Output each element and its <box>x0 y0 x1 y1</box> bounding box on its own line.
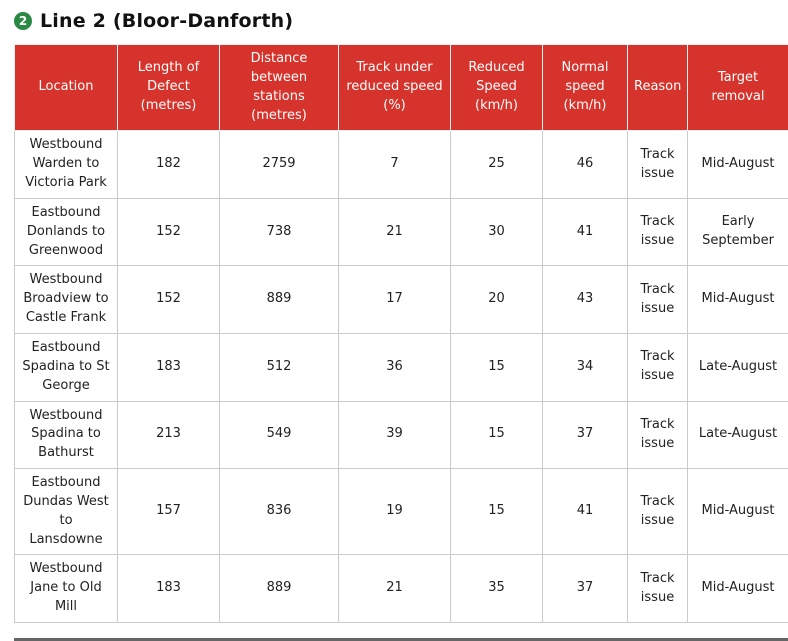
next-section-top-edge <box>14 638 788 641</box>
table-row: Westbound Broadview to Castle Frank 152 … <box>15 266 788 334</box>
cell-location: Eastbound Spadina to St George <box>15 333 118 401</box>
cell-normal-speed: 46 <box>543 131 628 199</box>
cell-reason: Track issue <box>628 266 688 334</box>
header-row: Location Length of Defect (metres) Dista… <box>15 45 788 131</box>
line-number-badge: 2 <box>14 12 32 30</box>
cell-track-under-reduced-speed: 21 <box>339 555 451 623</box>
cell-length-of-defect: 182 <box>118 131 220 199</box>
cell-target-removal: Late-August <box>688 401 788 469</box>
cell-length-of-defect: 152 <box>118 198 220 266</box>
cell-location: Westbound Spadina to Bathurst <box>15 401 118 469</box>
column-header-reduced-speed: Reduced Speed (km/h) <box>451 45 543 131</box>
table-row: Westbound Jane to Old Mill 183 889 21 35… <box>15 555 788 623</box>
cell-reduced-speed: 15 <box>451 401 543 469</box>
cell-reduced-speed: 15 <box>451 333 543 401</box>
cell-target-removal: Mid-August <box>688 266 788 334</box>
cell-location: Westbound Warden to Victoria Park <box>15 131 118 199</box>
cell-reduced-speed: 20 <box>451 266 543 334</box>
cell-target-removal: Mid-August <box>688 555 788 623</box>
cell-track-under-reduced-speed: 21 <box>339 198 451 266</box>
cell-length-of-defect: 183 <box>118 333 220 401</box>
table-row: Westbound Spadina to Bathurst 213 549 39… <box>15 401 788 469</box>
cell-length-of-defect: 183 <box>118 555 220 623</box>
cell-distance-between-stations: 512 <box>220 333 339 401</box>
cell-target-removal: Mid-August <box>688 469 788 555</box>
cell-location: Westbound Broadview to Castle Frank <box>15 266 118 334</box>
cell-normal-speed: 41 <box>543 198 628 266</box>
cell-target-removal: Late-August <box>688 333 788 401</box>
cell-reason: Track issue <box>628 131 688 199</box>
cell-distance-between-stations: 836 <box>220 469 339 555</box>
column-header-target-removal: Target removal <box>688 45 788 131</box>
cell-track-under-reduced-speed: 7 <box>339 131 451 199</box>
cell-location: Eastbound Dundas West to Lansdowne <box>15 469 118 555</box>
table-row: Westbound Warden to Victoria Park 182 27… <box>15 131 788 199</box>
cell-location: Eastbound Donlands to Greenwood <box>15 198 118 266</box>
cell-reason: Track issue <box>628 333 688 401</box>
column-header-length-of-defect: Length of Defect (metres) <box>118 45 220 131</box>
cell-reduced-speed: 15 <box>451 469 543 555</box>
cell-normal-speed: 37 <box>543 401 628 469</box>
cell-length-of-defect: 152 <box>118 266 220 334</box>
cell-length-of-defect: 213 <box>118 401 220 469</box>
cell-track-under-reduced-speed: 39 <box>339 401 451 469</box>
cell-track-under-reduced-speed: 36 <box>339 333 451 401</box>
column-header-normal-speed: Normal speed (km/h) <box>543 45 628 131</box>
cell-distance-between-stations: 889 <box>220 266 339 334</box>
cell-distance-between-stations: 889 <box>220 555 339 623</box>
cell-reason: Track issue <box>628 469 688 555</box>
table-row: Eastbound Donlands to Greenwood 152 738 … <box>15 198 788 266</box>
page-title: Line 2 (Bloor-Danforth) <box>40 10 293 32</box>
column-header-location: Location <box>15 45 118 131</box>
cell-reduced-speed: 25 <box>451 131 543 199</box>
cell-track-under-reduced-speed: 17 <box>339 266 451 334</box>
table-row: Eastbound Spadina to St George 183 512 3… <box>15 333 788 401</box>
cell-distance-between-stations: 549 <box>220 401 339 469</box>
cell-distance-between-stations: 738 <box>220 198 339 266</box>
cell-normal-speed: 41 <box>543 469 628 555</box>
cell-normal-speed: 43 <box>543 266 628 334</box>
cell-reason: Track issue <box>628 401 688 469</box>
cell-target-removal: Early September <box>688 198 788 266</box>
cell-location: Westbound Jane to Old Mill <box>15 555 118 623</box>
cell-target-removal: Mid-August <box>688 131 788 199</box>
slow-zones-table: Location Length of Defect (metres) Dista… <box>14 44 788 623</box>
cell-normal-speed: 37 <box>543 555 628 623</box>
section-heading: 2 Line 2 (Bloor-Danforth) <box>14 10 788 32</box>
cell-reduced-speed: 30 <box>451 198 543 266</box>
table-row: Eastbound Dundas West to Lansdowne 157 8… <box>15 469 788 555</box>
cell-reason: Track issue <box>628 198 688 266</box>
column-header-distance-between-stations: Distance between stations (metres) <box>220 45 339 131</box>
cell-normal-speed: 34 <box>543 333 628 401</box>
cell-reduced-speed: 35 <box>451 555 543 623</box>
column-header-reason: Reason <box>628 45 688 131</box>
cell-distance-between-stations: 2759 <box>220 131 339 199</box>
cell-length-of-defect: 157 <box>118 469 220 555</box>
column-header-track-under-reduced-speed: Track under reduced speed (%) <box>339 45 451 131</box>
cell-track-under-reduced-speed: 19 <box>339 469 451 555</box>
cell-reason: Track issue <box>628 555 688 623</box>
